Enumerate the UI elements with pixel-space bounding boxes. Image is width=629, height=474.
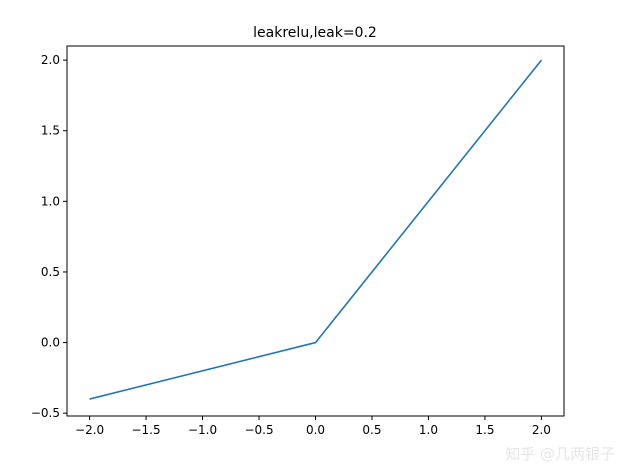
x-tick-label: 1.0 [419, 423, 438, 437]
y-tick-label: 0.5 [41, 265, 60, 279]
x-tick-label: −1.5 [131, 423, 160, 437]
y-tick-label: 1.5 [41, 124, 60, 138]
series-layer [89, 59, 543, 400]
x-tick-label: −1.0 [188, 423, 217, 437]
x-tick-label: −0.5 [244, 423, 273, 437]
y-tick-label: 2.0 [41, 53, 60, 67]
chart-title: leakrelu,leak=0.2 [253, 25, 377, 41]
x-tick-label: 2.0 [532, 423, 551, 437]
y-axis: −0.5 0.0 0.5 1.0 1.5 2.0 [31, 53, 67, 420]
y-tick-label: 0.0 [41, 336, 60, 350]
x-tick-label: 0.5 [362, 423, 381, 437]
x-tick-label: 1.5 [475, 423, 494, 437]
x-axis: −2.0 −1.5 −1.0 −0.5 0.0 0.5 1.0 1.5 2.0 [75, 416, 551, 437]
x-tick-label: 0.0 [306, 423, 325, 437]
plot-area [66, 45, 565, 417]
y-tick-label: −0.5 [31, 406, 60, 420]
y-tick-label: 1.0 [41, 194, 60, 208]
series-line [89, 59, 543, 400]
watermark: 知乎 @几两银子 [505, 445, 615, 463]
x-tick-label: −2.0 [75, 423, 104, 437]
